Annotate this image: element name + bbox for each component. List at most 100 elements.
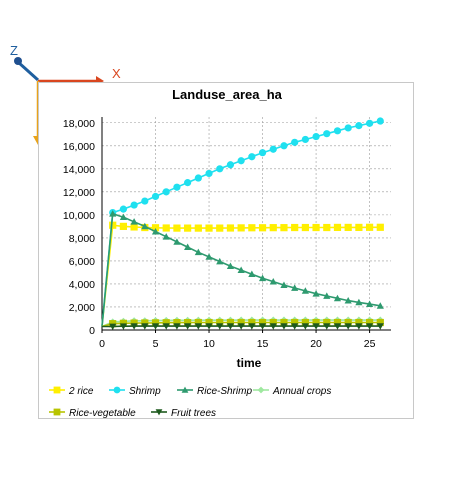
- legend-label-annual-crops: Annual crops: [272, 386, 331, 397]
- point-shrimp: [258, 149, 267, 157]
- x-tick-label: 15: [257, 338, 269, 350]
- point-rice-vegetable: [365, 318, 374, 327]
- point-fruit-trees: [258, 323, 267, 330]
- point-shrimp: [184, 179, 192, 187]
- point-2-rice: [344, 223, 352, 232]
- point-fruit-trees: [280, 323, 288, 330]
- point-rice-shrimp: [109, 210, 117, 217]
- point-fruit-trees: [216, 323, 224, 330]
- point-rice-vegetable: [130, 319, 138, 327]
- legend-label-fruit-trees: Fruit trees: [171, 408, 216, 419]
- legend: 2 rice Shrimp Rice-Shrimp Annual crops Rice-…: [49, 386, 331, 419]
- legend-marker-rice-shrimp: [181, 386, 189, 393]
- point-rice-vegetable: [301, 318, 309, 327]
- point-shrimp: [226, 161, 235, 169]
- point-2-rice: [237, 224, 245, 232]
- point-fruit-trees: [109, 323, 117, 331]
- point-shrimp: [151, 192, 160, 201]
- point-shrimp: [141, 197, 149, 205]
- point-rice-shrimp: [184, 243, 192, 250]
- point-shrimp: [237, 157, 245, 165]
- point-rice-shrimp: [162, 233, 170, 240]
- point-rice-vegetable: [269, 318, 277, 327]
- point-fruit-trees: [226, 323, 235, 330]
- point-shrimp: [376, 117, 384, 125]
- legend-marker-2-rice: [53, 386, 61, 394]
- point-rice-shrimp: [344, 297, 352, 304]
- x-tick-label: 10: [203, 338, 215, 350]
- x-tick-label: 5: [153, 338, 159, 350]
- y-tick-label: 0: [89, 325, 95, 337]
- point-rice-shrimp: [119, 213, 128, 221]
- point-rice-vegetable: [184, 319, 192, 327]
- point-rice-vegetable: [237, 318, 245, 327]
- point-rice-vegetable: [141, 319, 149, 327]
- point-rice-shrimp: [130, 218, 138, 225]
- point-2-rice: [184, 224, 192, 232]
- point-rice-shrimp: [226, 262, 235, 269]
- point-2-rice: [119, 222, 128, 230]
- point-rice-shrimp: [194, 248, 202, 256]
- point-rice-shrimp: [216, 257, 224, 265]
- point-fruit-trees: [205, 323, 213, 330]
- point-fruit-trees: [119, 323, 128, 330]
- point-shrimp: [355, 122, 363, 130]
- point-rice-vegetable: [216, 318, 224, 327]
- point-rice-shrimp: [258, 274, 267, 282]
- point-rice-vegetable: [344, 318, 352, 327]
- point-rice-shrimp: [205, 253, 213, 260]
- point-shrimp: [162, 188, 170, 196]
- y-tick-label: 10,000: [63, 210, 95, 222]
- point-fruit-trees: [333, 323, 342, 330]
- point-shrimp: [248, 153, 256, 161]
- point-rice-shrimp: [312, 290, 320, 297]
- point-rice-shrimp: [248, 270, 256, 278]
- point-rice-shrimp: [365, 300, 374, 307]
- point-rice-shrimp: [301, 287, 309, 294]
- point-rice-vegetable: [194, 318, 202, 327]
- point-shrimp: [173, 183, 181, 191]
- point-fruit-trees: [291, 323, 299, 330]
- chart-panel: Landuse_area_ha 0 2,000 4,000 6,000 8,000 10,…: [38, 82, 414, 419]
- y-tick-label: 16,000: [63, 141, 95, 153]
- point-rice-vegetable: [355, 318, 363, 327]
- point-rice-vegetable: [151, 319, 160, 327]
- point-rice-shrimp: [291, 284, 299, 291]
- legend-marker-fruit-trees: [155, 409, 163, 416]
- point-fruit-trees: [141, 323, 149, 330]
- point-2-rice: [109, 221, 117, 229]
- axes: 0 2,000 4,000 6,000 8,000 10,000 12,000 14,000 1…: [63, 117, 391, 350]
- point-rice-shrimp: [323, 292, 331, 299]
- point-2-rice: [162, 224, 170, 232]
- x-tick-label: 20: [310, 338, 322, 350]
- legend-label-2-rice: 2 rice: [68, 386, 94, 397]
- point-fruit-trees: [162, 323, 170, 330]
- legend-label-rice-vegetable: Rice-vegetable: [69, 408, 136, 419]
- point-shrimp: [119, 205, 128, 213]
- point-2-rice: [365, 223, 374, 231]
- point-rice-shrimp: [141, 222, 149, 230]
- series-line-2-rice: [101, 224, 381, 327]
- point-fruit-trees: [323, 323, 331, 330]
- point-2-rice: [248, 224, 256, 232]
- point-shrimp: [216, 165, 224, 173]
- point-fruit-trees: [173, 323, 181, 330]
- point-rice-vegetable: [173, 319, 181, 327]
- point-rice-vegetable: [258, 318, 267, 327]
- z-axis-tip: [14, 57, 22, 65]
- point-shrimp: [280, 142, 288, 150]
- point-2-rice: [194, 224, 202, 232]
- point-2-rice: [280, 224, 288, 232]
- point-2-rice: [258, 224, 267, 232]
- point-shrimp: [194, 174, 202, 182]
- point-fruit-trees: [248, 323, 256, 330]
- legend-marker-annual-crops: [257, 386, 265, 394]
- point-fruit-trees: [301, 323, 309, 330]
- point-2-rice: [291, 223, 299, 232]
- point-fruit-trees: [376, 323, 384, 330]
- legend-label-rice-shrimp: Rice-Shrimp: [197, 386, 252, 397]
- point-fruit-trees: [312, 323, 320, 330]
- point-rice-shrimp: [173, 238, 181, 245]
- point-rice-vegetable: [323, 318, 331, 327]
- x-tick-label: 25: [364, 338, 376, 350]
